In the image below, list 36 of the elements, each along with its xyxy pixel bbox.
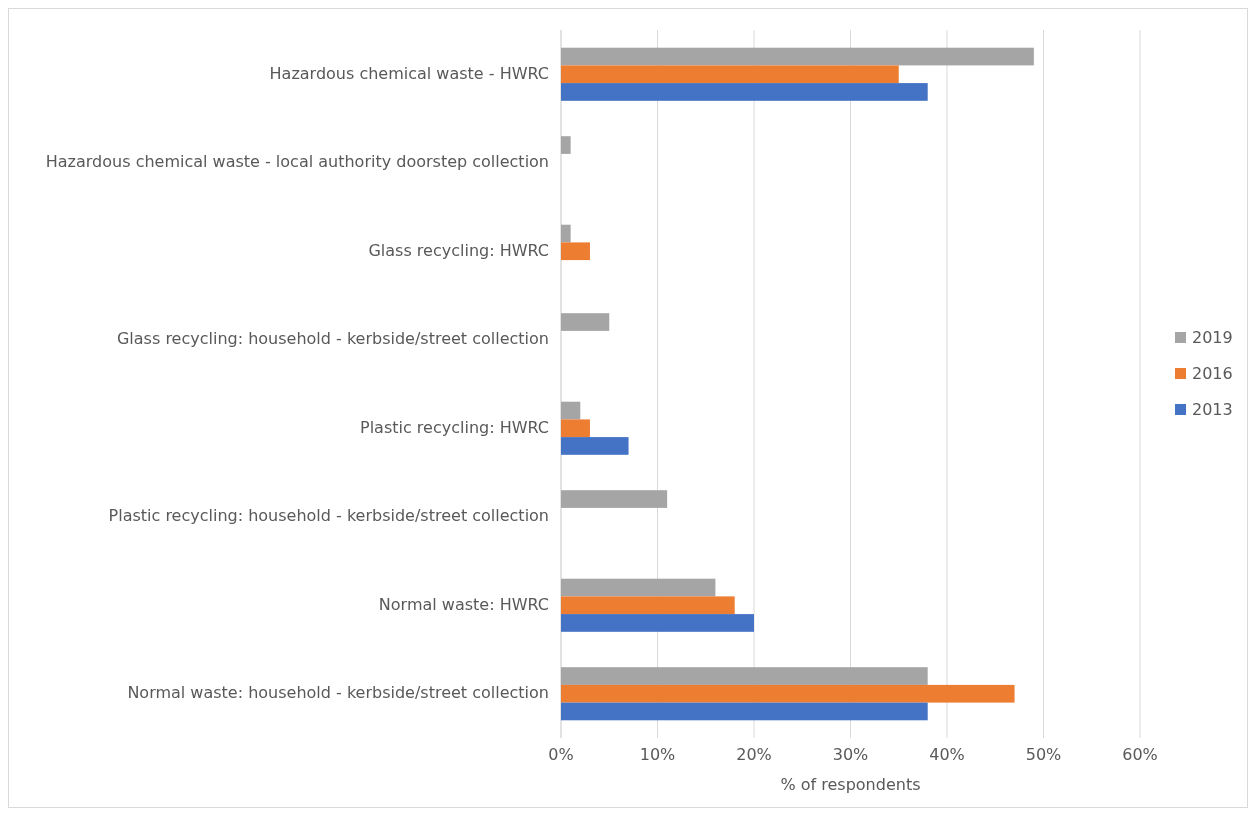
y-tick-label: Hazardous chemical waste - HWRC bbox=[269, 63, 549, 83]
x-axis-title: % of respondents bbox=[780, 775, 921, 794]
y-tick-label: Plastic recycling: household - kerbside/street collection bbox=[108, 506, 549, 526]
bar bbox=[561, 83, 928, 101]
bar bbox=[561, 136, 571, 154]
bar bbox=[561, 667, 928, 685]
x-tick-label: 0% bbox=[548, 745, 574, 764]
y-tick-label: Normal waste: HWRC bbox=[378, 594, 549, 614]
bar bbox=[561, 684, 1015, 703]
x-tick-label: 10% bbox=[639, 745, 676, 764]
y-tick-label: Hazardous chemical waste - local authority doorstep collection bbox=[45, 152, 549, 172]
bar bbox=[561, 702, 928, 721]
x-tick-label: 30% bbox=[832, 745, 869, 764]
bar bbox=[561, 47, 1034, 66]
bar bbox=[561, 401, 581, 420]
bar bbox=[561, 596, 735, 615]
bar bbox=[561, 490, 668, 508]
bar bbox=[561, 65, 899, 84]
legend-label: 2013 bbox=[1192, 399, 1233, 419]
x-tick-label: 40% bbox=[929, 745, 965, 764]
y-tick-label: Glass recycling: HWRC bbox=[368, 240, 549, 260]
bar bbox=[561, 614, 754, 632]
bar bbox=[561, 242, 590, 261]
x-tick-label: 20% bbox=[736, 745, 772, 764]
y-tick-label: Normal waste: household - kerbside/street collection bbox=[127, 683, 549, 703]
y-tick-label: Glass recycling: household - kerbside/street collection bbox=[116, 329, 549, 349]
bar bbox=[561, 419, 590, 438]
x-tick-label: 50% bbox=[1025, 745, 1062, 764]
y-tick-label: Plastic recycling: HWRC bbox=[360, 417, 549, 437]
legend-label: 2016 bbox=[1192, 363, 1233, 383]
bar bbox=[561, 224, 571, 243]
legend-label: 2019 bbox=[1192, 327, 1233, 347]
bar bbox=[561, 313, 610, 331]
bar bbox=[561, 578, 716, 597]
bar bbox=[561, 437, 629, 455]
x-tick-label: 60% bbox=[1122, 745, 1158, 764]
